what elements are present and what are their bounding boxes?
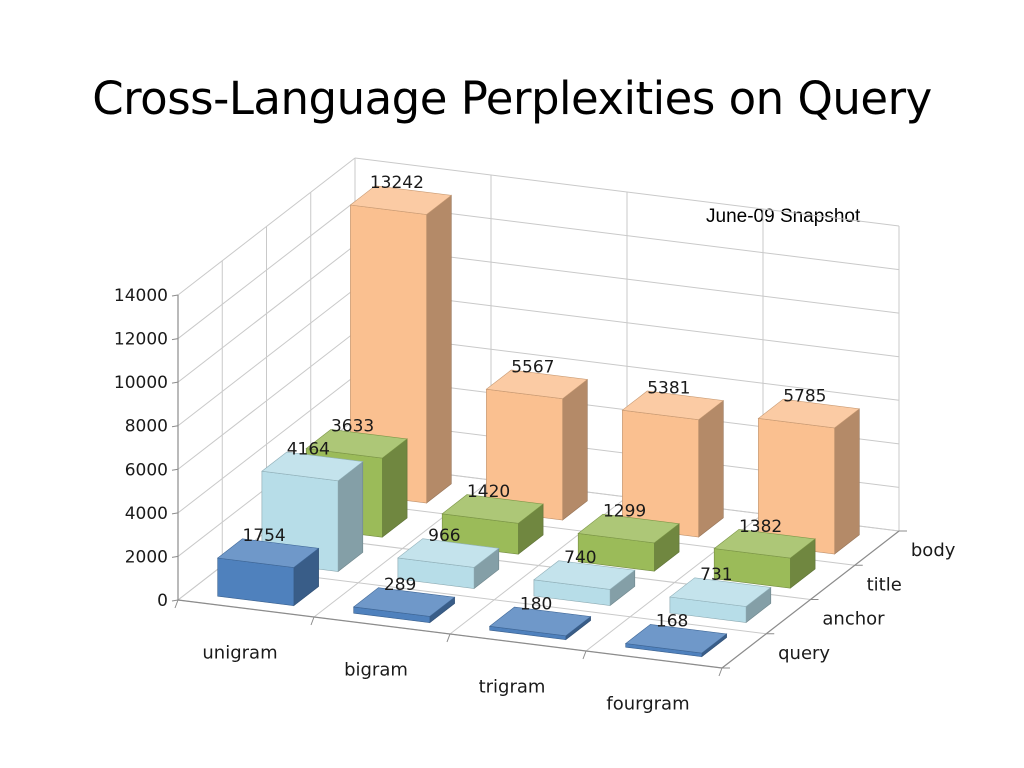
bar-side-face bbox=[562, 378, 588, 521]
bar-top-face bbox=[305, 429, 408, 459]
bar-title-trigram bbox=[577, 513, 680, 572]
x-tick-mark bbox=[310, 616, 315, 626]
data-label: 3633 bbox=[331, 417, 374, 437]
bar-top-face bbox=[216, 538, 320, 568]
chart-subtitle: June-09 Snapshot bbox=[706, 206, 861, 227]
y-tick-label: 12000 bbox=[114, 330, 168, 350]
bar-body-fourgram bbox=[757, 398, 861, 555]
bar-query-fourgram bbox=[624, 624, 728, 658]
data-label: 4164 bbox=[287, 439, 330, 459]
bar-top-face bbox=[713, 529, 816, 559]
data-label: 5381 bbox=[647, 378, 690, 398]
y-tick-mark bbox=[171, 555, 179, 558]
bar-top-face bbox=[261, 451, 364, 482]
y-tick-mark bbox=[171, 294, 179, 297]
bar-top-face bbox=[352, 587, 456, 617]
bar-top-face bbox=[397, 538, 500, 568]
bar-body-bigram bbox=[485, 369, 589, 521]
y-tick-label: 14000 bbox=[114, 286, 168, 306]
bar-top-face bbox=[485, 369, 589, 400]
bar-anchor-trigram bbox=[533, 560, 636, 607]
series-label: query bbox=[778, 643, 830, 664]
series-label: title bbox=[867, 574, 902, 595]
y-tick-label: 8000 bbox=[125, 417, 168, 437]
bar-anchor-bigram bbox=[397, 538, 500, 590]
data-label: 1754 bbox=[242, 526, 285, 546]
data-label: 731 bbox=[700, 565, 732, 585]
data-label: 1382 bbox=[739, 517, 782, 537]
y-tick-mark bbox=[171, 381, 179, 384]
bar-anchor-fourgram bbox=[669, 577, 772, 624]
x-tick-mark bbox=[718, 667, 723, 677]
x-tick-label: fourgram bbox=[606, 694, 689, 715]
y-tick-label: 2000 bbox=[125, 547, 168, 567]
bar-top-face bbox=[349, 185, 453, 215]
bar-title-fourgram bbox=[713, 529, 816, 589]
chart-bars bbox=[216, 185, 861, 658]
x-tick-mark bbox=[174, 599, 179, 609]
chart-labels: 0 2000 4000 6000 8000 10000 12000 14000 unigram b… bbox=[114, 173, 956, 714]
bar-top-face bbox=[441, 494, 544, 524]
data-label: 13242 bbox=[370, 173, 424, 193]
data-label: 740 bbox=[564, 548, 596, 568]
bar-top-face bbox=[624, 624, 728, 654]
y-tick-mark bbox=[171, 512, 179, 515]
series-label: body bbox=[911, 540, 956, 561]
x-tick-label: trigram bbox=[479, 677, 546, 698]
bar-body-unigram bbox=[349, 185, 453, 504]
x-tick-mark bbox=[446, 633, 451, 643]
data-label: 5785 bbox=[783, 387, 826, 407]
bar-top-face bbox=[533, 560, 636, 590]
y-tick-mark bbox=[171, 599, 179, 602]
y-tick-mark bbox=[171, 338, 179, 341]
bar-top-face bbox=[488, 606, 592, 637]
y-tick-mark bbox=[171, 425, 179, 428]
data-label: 289 bbox=[384, 575, 416, 595]
bar-top-face bbox=[669, 577, 772, 607]
slide-title: Cross-Language Perplexities on Query bbox=[92, 72, 932, 125]
bar-side-face bbox=[426, 194, 452, 504]
bar-body-trigram bbox=[621, 390, 725, 538]
bar-side-face bbox=[698, 399, 724, 538]
series-label: anchor bbox=[822, 609, 885, 630]
y-tick-mark bbox=[171, 468, 179, 471]
bar-top-face bbox=[621, 390, 725, 421]
data-label: 168 bbox=[656, 612, 688, 632]
bar-side-face bbox=[834, 408, 860, 555]
x-tick-label: bigram bbox=[344, 660, 408, 681]
data-label: 5567 bbox=[511, 357, 554, 377]
y-tick-label: 6000 bbox=[125, 460, 168, 480]
y-tick-label: 10000 bbox=[114, 373, 168, 393]
bar-query-bigram bbox=[352, 587, 456, 624]
bar-top-face bbox=[757, 398, 861, 429]
data-label: 180 bbox=[520, 594, 552, 614]
x-tick-mark bbox=[582, 650, 587, 660]
y-tick-label: 4000 bbox=[125, 504, 168, 524]
bar-query-unigram bbox=[216, 538, 320, 607]
x-tick-label: unigram bbox=[202, 643, 277, 664]
y-tick-label: 0 bbox=[157, 591, 168, 611]
bar-query-trigram bbox=[488, 606, 592, 641]
data-label: 966 bbox=[428, 526, 460, 546]
data-label: 1420 bbox=[467, 482, 510, 502]
data-label: 1299 bbox=[603, 502, 646, 522]
bar-top-face bbox=[577, 513, 680, 544]
bar-title-bigram bbox=[441, 494, 544, 555]
